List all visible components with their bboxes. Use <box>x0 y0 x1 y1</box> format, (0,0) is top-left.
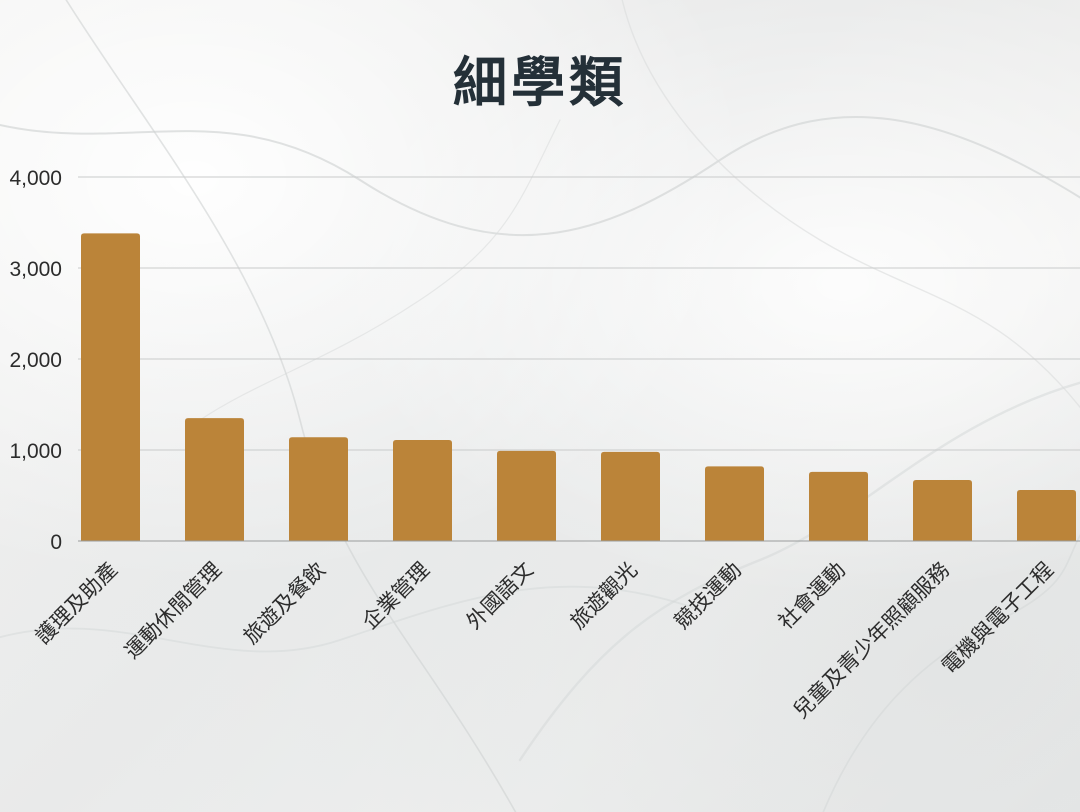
bar <box>393 439 452 541</box>
y-tick-label: 4,000 <box>9 167 62 190</box>
y-axis: 0 1,000 2,000 3,000 4,000 <box>9 167 62 554</box>
gridlines <box>78 176 1080 451</box>
marble-vein <box>822 534 1080 812</box>
y-tick-label: 1,000 <box>9 440 62 463</box>
bar <box>185 418 244 541</box>
marble-vein <box>0 585 701 653</box>
y-tick-label: 2,000 <box>9 349 62 372</box>
bar <box>913 480 972 541</box>
x-tick-label: 企業管理 <box>358 558 434 634</box>
x-tick-label: 社會運動 <box>774 558 850 634</box>
bar <box>705 466 764 541</box>
y-tick-label: 0 <box>50 531 62 554</box>
x-tick-label: 旅遊及餐飲 <box>239 558 330 649</box>
x-tick-label: 競技運動 <box>670 558 746 634</box>
marble-vein <box>621 0 1080 409</box>
y-tick-label: 3,000 <box>9 258 62 281</box>
x-tick-label: 運動休閒管理 <box>120 558 226 664</box>
marble-vein <box>518 381 1080 762</box>
bar <box>81 233 140 542</box>
bars <box>81 233 1076 542</box>
x-tick-label: 外國語文 <box>462 558 538 634</box>
marble-vein <box>199 119 561 421</box>
chart-title: 細學類 <box>453 51 627 114</box>
bar <box>601 451 660 541</box>
x-tick-label: 護理及助產 <box>31 558 122 649</box>
marble-vein <box>65 0 517 812</box>
bar <box>809 471 868 541</box>
marble-vein <box>0 115 1080 237</box>
x-tick-label: 電機與電子工程 <box>937 558 1058 679</box>
bar <box>289 437 348 541</box>
bar <box>1017 490 1076 541</box>
bar <box>497 450 556 541</box>
x-tick-label: 旅遊觀光 <box>566 558 642 634</box>
